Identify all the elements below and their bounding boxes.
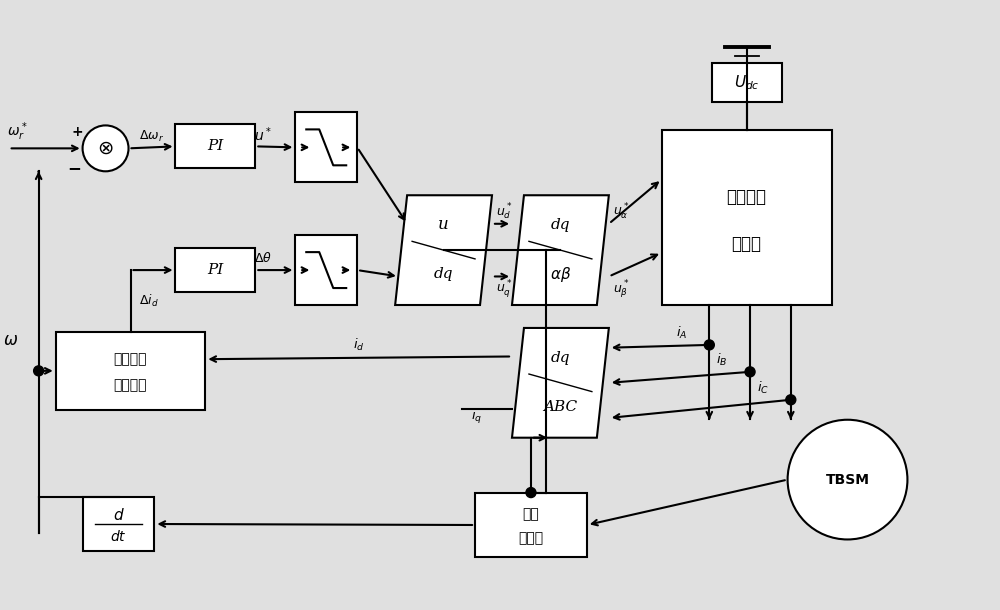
Text: $\boldsymbol{u^*}$: $\boldsymbol{u^*}$ bbox=[254, 125, 272, 144]
Text: TBSM: TBSM bbox=[826, 473, 870, 487]
Text: dq: dq bbox=[551, 351, 570, 365]
Text: PI: PI bbox=[207, 263, 224, 277]
Text: 三相全桥: 三相全桥 bbox=[727, 188, 767, 206]
Bar bbox=[295, 235, 357, 305]
Bar bbox=[175, 124, 255, 168]
Text: $u_\beta^*$: $u_\beta^*$ bbox=[613, 278, 629, 301]
Text: u: u bbox=[438, 217, 449, 234]
Text: $i_q$: $i_q$ bbox=[471, 408, 482, 426]
Circle shape bbox=[83, 126, 129, 171]
Text: PI: PI bbox=[207, 139, 224, 153]
Text: $U_{dc}$: $U_{dc}$ bbox=[734, 73, 759, 92]
Text: $\Delta i_d$: $\Delta i_d$ bbox=[139, 293, 158, 309]
Text: −: − bbox=[68, 159, 82, 178]
Circle shape bbox=[786, 395, 796, 405]
Text: 传感器: 传感器 bbox=[518, 531, 544, 545]
Text: $\Delta\theta$: $\Delta\theta$ bbox=[254, 251, 272, 265]
Circle shape bbox=[704, 340, 714, 350]
Text: 励磁机输: 励磁机输 bbox=[114, 352, 147, 366]
Bar bbox=[175, 248, 255, 292]
Polygon shape bbox=[395, 195, 492, 305]
Text: +: + bbox=[72, 126, 83, 140]
Bar bbox=[56, 332, 205, 410]
Text: ABC: ABC bbox=[543, 400, 577, 414]
Text: $i_C$: $i_C$ bbox=[757, 380, 769, 396]
Text: $\Delta\omega_r$: $\Delta\omega_r$ bbox=[139, 129, 165, 144]
Text: $u_q^*$: $u_q^*$ bbox=[496, 278, 512, 301]
Text: $\otimes$: $\otimes$ bbox=[97, 139, 114, 157]
Circle shape bbox=[745, 367, 755, 377]
Text: $d$: $d$ bbox=[113, 507, 124, 523]
Bar bbox=[83, 497, 154, 551]
Circle shape bbox=[788, 420, 907, 539]
Text: $\omega$: $\omega$ bbox=[3, 332, 18, 350]
Circle shape bbox=[526, 487, 536, 498]
Text: dq: dq bbox=[551, 218, 570, 232]
Text: $\alpha\beta$: $\alpha\beta$ bbox=[550, 265, 571, 284]
Bar bbox=[662, 131, 832, 305]
Text: $i_A$: $i_A$ bbox=[676, 325, 687, 341]
Bar bbox=[475, 492, 587, 558]
Text: 位置: 位置 bbox=[523, 507, 539, 521]
Polygon shape bbox=[512, 328, 609, 438]
Text: 逆变器: 逆变器 bbox=[732, 235, 762, 253]
Text: 出估计器: 出估计器 bbox=[114, 378, 147, 392]
Text: $\omega_r^*$: $\omega_r^*$ bbox=[7, 120, 27, 143]
Text: $i_B$: $i_B$ bbox=[716, 352, 728, 368]
Bar bbox=[295, 112, 357, 182]
Bar bbox=[712, 63, 782, 102]
Text: $u_\alpha^*$: $u_\alpha^*$ bbox=[613, 202, 629, 222]
Text: $u_d^*$: $u_d^*$ bbox=[496, 202, 512, 222]
Circle shape bbox=[34, 366, 44, 376]
Text: $dt$: $dt$ bbox=[110, 529, 127, 544]
Text: $i_d$: $i_d$ bbox=[353, 337, 364, 353]
Polygon shape bbox=[512, 195, 609, 305]
Text: dq: dq bbox=[434, 267, 453, 281]
